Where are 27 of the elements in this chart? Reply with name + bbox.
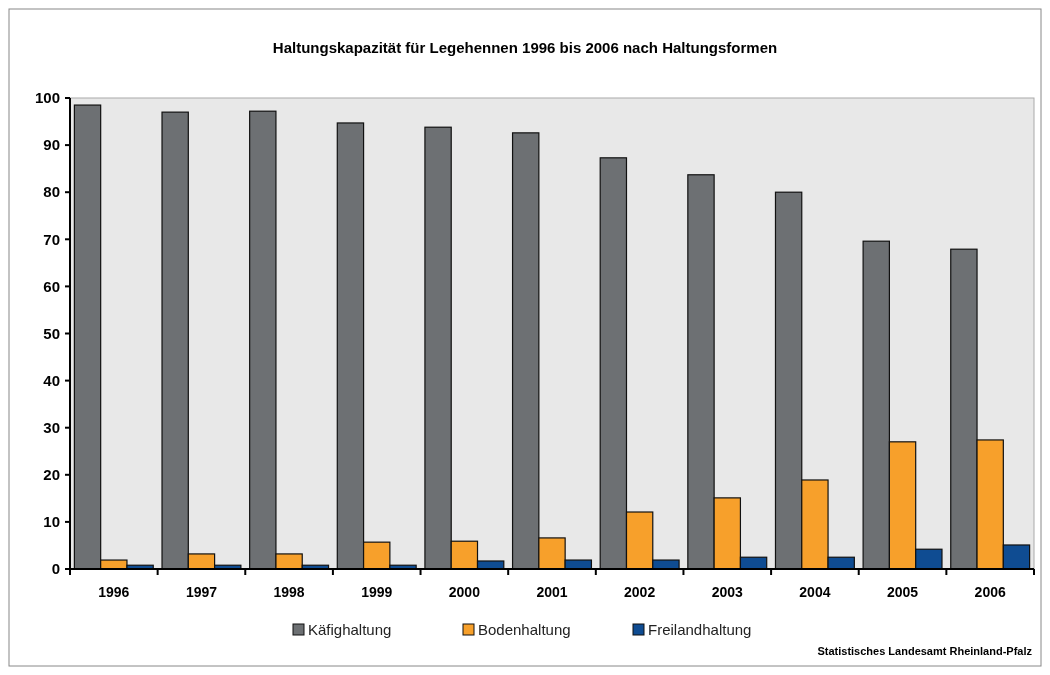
chart-title: Haltungskapazität für Legehennen 1996 bis 2006 nach Haltungsformen (272, 39, 778, 56)
x-tick-label: 2002 (624, 584, 656, 600)
y-tick-label: 30 (43, 418, 60, 436)
x-tick-label: 2000 (448, 584, 481, 600)
x-tick-label: 1999 (361, 584, 393, 600)
y-tick-label: 0 (51, 560, 60, 578)
y-tick-label: 20 (43, 466, 60, 484)
y-tick-label: 60 (43, 277, 60, 295)
legend-label: Freilandhaltung (648, 621, 752, 638)
text: Statistisches Landesamt Rheinland-Pfalz (817, 645, 1033, 657)
x-tick-label: 2005 (886, 584, 919, 600)
x-tick-label: 1997 (185, 584, 218, 600)
x-tick-label: 1998 (273, 584, 305, 600)
y-tick-label: 80 (43, 183, 60, 201)
y-tick-label: 100 (34, 89, 60, 107)
legend-label: Bodenhaltung (478, 621, 571, 638)
y-tick-label: 90 (43, 136, 60, 154)
x-tick-label: 1996 (98, 584, 130, 600)
y-tick-label: 50 (43, 324, 60, 342)
x-tick-label: 2006 (974, 584, 1006, 600)
x-tick-label: 2003 (711, 584, 744, 600)
x-tick-label: 2004 (799, 584, 831, 600)
y-tick-label: 10 (43, 513, 60, 531)
y-tick-label: 40 (43, 371, 60, 389)
y-tick-label: 70 (43, 230, 60, 248)
legend-label: Käfighaltung (308, 621, 392, 638)
x-tick-label: 2001 (536, 584, 568, 600)
